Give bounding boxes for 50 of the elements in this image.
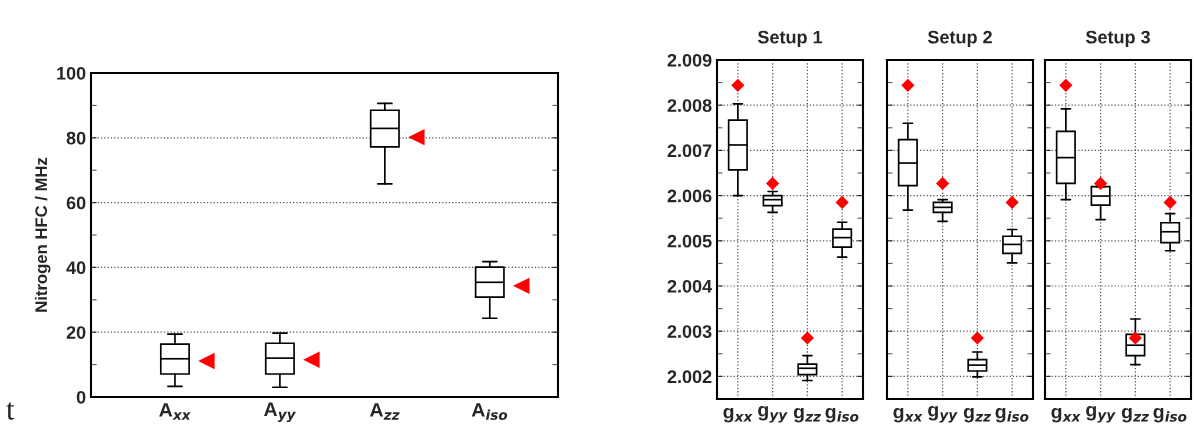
- point: [1163, 195, 1177, 209]
- point: [198, 352, 215, 370]
- y-tick-label: 0: [76, 390, 86, 404]
- x-tick-label: g$_{iso}$: [1153, 407, 1187, 423]
- point: [303, 351, 320, 368]
- point: [800, 331, 814, 345]
- point: [408, 128, 425, 146]
- y-tick-label: 2.009: [667, 53, 712, 67]
- point: [1059, 78, 1073, 92]
- x-tick-label: g$_{xx}$: [723, 407, 753, 423]
- point: [766, 176, 780, 190]
- x-tick-label: g$_{zz}$: [793, 407, 822, 423]
- x-tick-label: g$_{iso}$: [995, 407, 1029, 423]
- chart-title: Setup 2: [927, 30, 992, 48]
- y-tick-label: 2.007: [667, 144, 712, 158]
- x-tick-label: g$_{zz}$: [1121, 407, 1150, 423]
- x-tick-label: g$_{zz}$: [963, 407, 992, 423]
- y-tick-label: 2.003: [667, 325, 712, 338]
- x-tick-label: A$_{iso}$: [471, 403, 508, 420]
- y-tick-label: 2.004: [667, 279, 713, 293]
- y-tick-label: 60: [66, 196, 86, 210]
- x-tick-label: A$_{xx}$: [159, 403, 191, 420]
- x-tick-label: g$_{iso}$: [825, 407, 859, 423]
- y-tick-label: 80: [66, 131, 86, 145]
- point: [513, 277, 530, 295]
- y-tick-label: 2.002: [667, 370, 712, 384]
- y-tick-label: 2.005: [667, 234, 712, 248]
- y-axis-title: Nitrogen HFC / MHz: [34, 157, 51, 312]
- point: [901, 78, 915, 92]
- point: [970, 331, 984, 345]
- y-tick-label: 2.008: [667, 99, 712, 112]
- text: t: [6, 402, 15, 420]
- point: [1005, 195, 1019, 209]
- x-tick-label: g$_{xx}$: [1051, 407, 1081, 423]
- x-tick-label: A$_{yy}$: [264, 402, 297, 423]
- x-tick-label: A$_{zz}$: [369, 403, 400, 420]
- point: [936, 176, 950, 190]
- point: [1094, 176, 1108, 190]
- point: [731, 78, 745, 92]
- y-tick-label: 2.006: [667, 189, 712, 203]
- chart-title: Setup 1: [757, 30, 823, 48]
- x-tick-label: g$_{xx}$: [893, 407, 923, 423]
- x-tick-label: g$_{yy}$: [758, 405, 788, 423]
- y-tick-label: 100: [57, 66, 86, 80]
- y-tick-label: 20: [66, 326, 86, 339]
- x-tick-label: g$_{yy}$: [928, 405, 958, 423]
- x-tick-label: g$_{yy}$: [1086, 405, 1116, 423]
- y-tick-label: 40: [66, 261, 86, 275]
- point: [835, 195, 849, 209]
- chart-title: Setup 3: [1085, 30, 1150, 48]
